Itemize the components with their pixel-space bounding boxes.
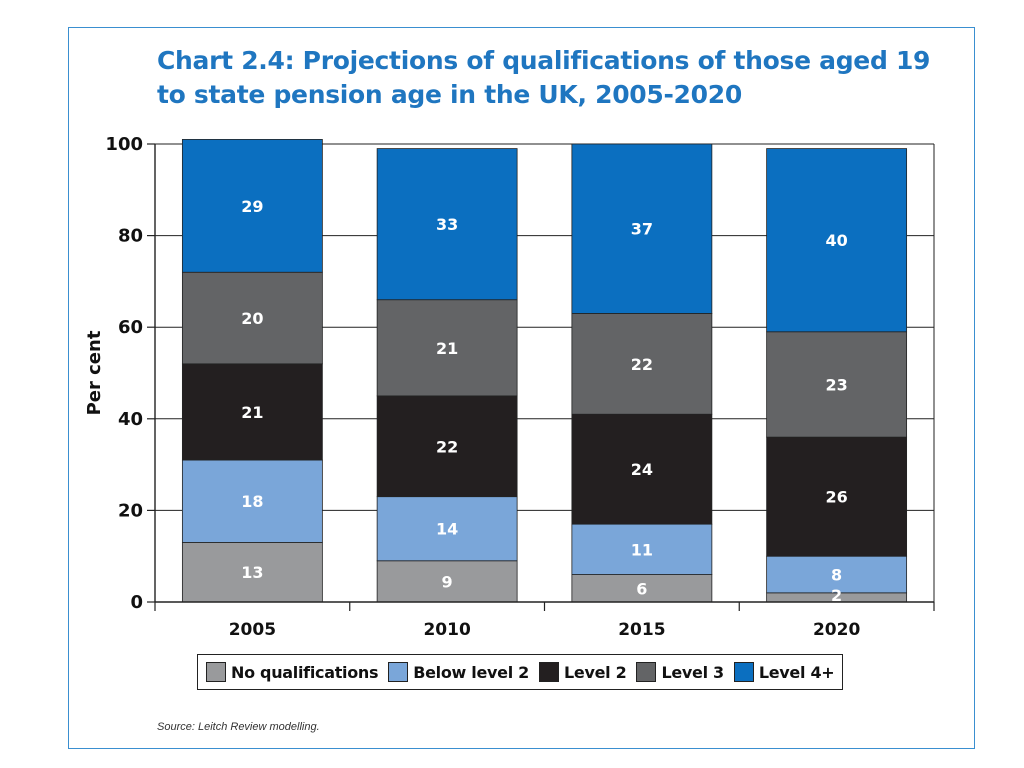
data-label: 40 [825, 231, 847, 250]
bar-segment [571, 413, 713, 525]
legend-item: Level 3 [636, 662, 724, 682]
bar-segment [181, 363, 323, 461]
bar-segment [571, 523, 713, 575]
data-label: 9 [442, 572, 453, 591]
x-tick-label: 2005 [229, 620, 276, 640]
data-label: 22 [436, 437, 458, 456]
bar-segment [181, 542, 323, 603]
legend-swatch [733, 662, 754, 682]
chart-legend: No qualifications Below level 2 Level 2 Lev… [197, 654, 844, 690]
x-tick-label: 2020 [813, 620, 860, 640]
legend-swatch [539, 662, 560, 682]
data-label: 21 [241, 403, 263, 422]
legend-label: No qualifications [231, 662, 379, 682]
data-label: 6 [636, 579, 647, 598]
legend-label: Level 3 [661, 662, 724, 682]
bars [181, 139, 908, 603]
x-tick-label: 2015 [618, 620, 665, 640]
legend-label: Level 2 [564, 662, 627, 682]
data-label: 33 [436, 215, 458, 234]
data-label: 20 [241, 309, 263, 328]
y-axis-title: Per cent [84, 330, 105, 415]
data-label: 21 [436, 339, 458, 358]
legend-item: Level 2 [539, 662, 627, 682]
source-note: Source: Leitch Review modelling. [157, 721, 320, 733]
y-tick-label: 60 [118, 317, 143, 338]
data-label: 14 [436, 520, 458, 539]
legend-item: Level 4+ [733, 662, 835, 682]
chart-title: Chart 2.4: Projections of qualifications… [157, 46, 931, 109]
bar-segment [571, 313, 713, 415]
bar-segment [376, 496, 518, 562]
x-tick-label: 2010 [423, 620, 470, 640]
bar-segment [571, 574, 713, 603]
data-label: 29 [241, 197, 263, 216]
legend-label: Below level 2 [413, 662, 530, 682]
data-label: 22 [631, 355, 653, 374]
data-label: 23 [825, 375, 847, 394]
legend-label: Level 4+ [758, 662, 835, 682]
bar-segment [571, 143, 713, 314]
data-label: 11 [631, 540, 653, 559]
data-label: 8 [831, 566, 842, 585]
y-tick-label: 0 [130, 592, 143, 613]
axes: 0 20 40 60 80 100 2005 2010 2015 2020 Per cent [84, 134, 935, 640]
data-label: 37 [631, 220, 653, 239]
legend-item: No qualifications [206, 662, 379, 682]
data-label: 24 [631, 460, 653, 479]
legend-swatch [636, 662, 657, 682]
bar-segment [376, 299, 518, 397]
bar-segment [766, 436, 908, 557]
bar-segment [376, 148, 518, 301]
bar-segment [376, 395, 518, 498]
y-tick-label: 80 [118, 226, 143, 247]
data-label: 26 [825, 488, 847, 507]
bar-segment [766, 148, 908, 333]
bar-segment [181, 271, 323, 365]
labels: 13 18 21 20 29 9 14 22 21 33 6 11 24 22 37 28 26 23 40 [241, 197, 848, 605]
data-label: 13 [241, 563, 263, 582]
y-tick-label: 20 [118, 500, 143, 521]
data-label: 2 [831, 586, 842, 605]
y-tick-label: 100 [105, 134, 143, 155]
bar-segment [181, 139, 323, 273]
data-label: 18 [241, 492, 263, 511]
legend-swatch [388, 662, 409, 682]
bar-segment [181, 459, 323, 543]
legend-swatch [206, 662, 226, 682]
bar-segment [766, 555, 908, 594]
y-tick-label: 40 [118, 409, 143, 430]
bar-segment [766, 331, 908, 438]
legend-item: Below level 2 [388, 662, 529, 682]
